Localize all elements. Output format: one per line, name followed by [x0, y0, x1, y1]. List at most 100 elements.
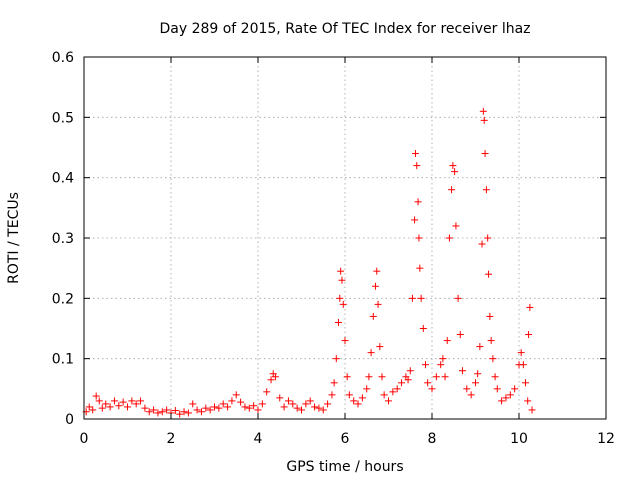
- data-point: [219, 400, 227, 408]
- data-point: [284, 397, 292, 405]
- data-point: [373, 267, 381, 275]
- data-point: [154, 409, 162, 417]
- x-tick-label: 4: [254, 431, 263, 447]
- data-point: [215, 404, 223, 412]
- data-point: [437, 361, 445, 369]
- data-point: [472, 379, 479, 387]
- data-point: [271, 373, 279, 381]
- data-point: [491, 373, 499, 381]
- data-point: [525, 331, 533, 339]
- data-point: [176, 410, 184, 418]
- y-tick-label: 0.4: [52, 171, 74, 187]
- data-point: [511, 385, 519, 393]
- data-point: [485, 270, 493, 278]
- data-point: [439, 355, 447, 363]
- data-point: [489, 355, 497, 363]
- data-point: [413, 162, 421, 170]
- data-point: [445, 234, 453, 242]
- data-point: [350, 397, 358, 405]
- data-point: [89, 406, 97, 414]
- data-point: [319, 406, 327, 414]
- data-point: [289, 400, 297, 408]
- y-axis-title: ROTI / TECUs: [6, 192, 22, 284]
- x-tick-label: 6: [341, 431, 350, 447]
- data-point: [145, 408, 153, 416]
- data-point: [158, 408, 166, 416]
- data-point: [522, 379, 530, 387]
- data-point: [463, 385, 471, 393]
- data-point: [184, 409, 192, 417]
- data-point: [102, 400, 110, 408]
- data-point: [163, 406, 171, 414]
- data-point: [345, 391, 353, 399]
- data-point: [197, 408, 205, 416]
- y-tick-label: 0.3: [52, 231, 74, 247]
- data-point: [254, 406, 262, 414]
- data-point: [365, 373, 373, 381]
- data-point: [498, 397, 506, 405]
- data-point: [232, 391, 240, 399]
- data-point: [106, 403, 114, 411]
- data-point: [85, 403, 93, 411]
- x-tick-label: 0: [80, 431, 89, 447]
- data-point: [189, 400, 197, 408]
- data-point: [369, 312, 377, 320]
- data-point: [298, 406, 305, 414]
- data-point: [95, 397, 103, 405]
- data-point: [393, 385, 401, 393]
- data-point: [237, 398, 245, 406]
- data-point: [481, 150, 489, 158]
- data-point: [411, 150, 419, 158]
- data-point: [417, 294, 425, 302]
- x-tick-label: 12: [597, 431, 615, 447]
- data-point: [374, 300, 382, 308]
- data-point: [328, 391, 336, 399]
- x-axis-ticks: 0 2 4 6 8 10 12: [80, 57, 615, 447]
- y-tick-label: 0.1: [52, 352, 74, 368]
- data-point: [334, 318, 342, 326]
- data-point: [478, 240, 486, 248]
- data-point: [408, 294, 416, 302]
- data-point: [484, 234, 492, 242]
- data-point: [211, 403, 218, 411]
- y-tick-label: 0: [65, 412, 74, 428]
- data-point: [398, 379, 406, 387]
- data-point: [419, 325, 427, 332]
- data-point: [267, 376, 275, 384]
- data-point: [137, 397, 145, 405]
- data-point: [119, 398, 127, 406]
- data-point: [228, 397, 236, 405]
- data-point: [241, 403, 249, 411]
- data-point: [476, 343, 484, 351]
- data-point: [115, 402, 123, 410]
- data-point: [324, 400, 332, 408]
- data-point: [432, 373, 440, 381]
- data-point: [193, 406, 201, 414]
- data-point: [336, 294, 344, 302]
- data-point: [150, 406, 158, 414]
- data-point: [451, 168, 459, 176]
- data-point: [302, 400, 310, 408]
- data-point: [311, 403, 319, 411]
- data-point: [341, 337, 349, 345]
- data-point: [526, 303, 534, 311]
- data-point: [486, 312, 494, 320]
- x-tick-label: 10: [510, 431, 528, 447]
- data-point: [206, 406, 214, 414]
- data-point: [487, 337, 495, 345]
- data-point: [385, 397, 392, 405]
- data-point: [411, 216, 419, 224]
- y-axis-ticks: 0 0.1 0.2 0.3 0.4 0.5 0.6: [52, 50, 606, 428]
- data-point: [224, 403, 232, 411]
- data-point: [110, 397, 118, 405]
- data-point: [389, 388, 397, 396]
- data-point: [306, 397, 314, 405]
- data-point: [202, 404, 210, 412]
- data-point: [448, 186, 456, 194]
- chart-title: Day 289 of 2015, Rate Of TEC Index for r…: [159, 21, 530, 37]
- data-point: [171, 407, 179, 415]
- data-point: [456, 331, 464, 339]
- data-point: [376, 343, 384, 351]
- data-point: [98, 404, 106, 412]
- data-point: [132, 400, 140, 408]
